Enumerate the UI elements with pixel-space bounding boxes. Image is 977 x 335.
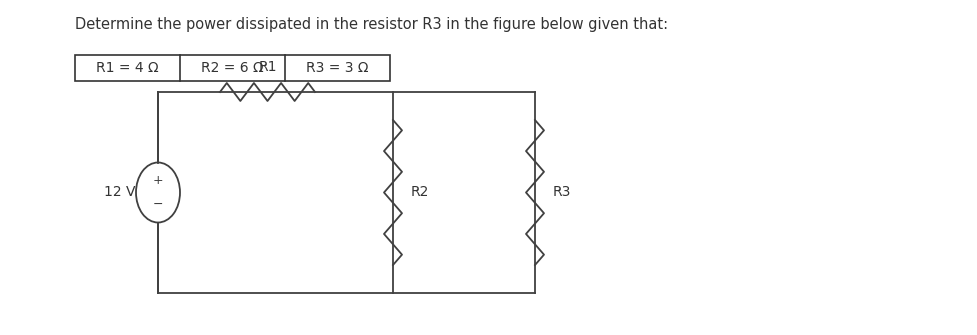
Text: R3: R3 — [553, 186, 572, 200]
Text: Determine the power dissipated in the resistor R3 in the figure below given that: Determine the power dissipated in the re… — [75, 17, 668, 32]
Text: R2 = 6 Ω: R2 = 6 Ω — [201, 61, 264, 75]
Text: R1 = 4 Ω: R1 = 4 Ω — [96, 61, 159, 75]
Text: 12 V: 12 V — [105, 186, 136, 200]
Text: R3 = 3 Ω: R3 = 3 Ω — [306, 61, 368, 75]
Bar — [75, 55, 390, 81]
Text: R1: R1 — [258, 60, 276, 74]
Text: R2: R2 — [411, 186, 429, 200]
Text: −: − — [152, 198, 163, 211]
Text: +: + — [152, 174, 163, 187]
Ellipse shape — [136, 162, 180, 222]
